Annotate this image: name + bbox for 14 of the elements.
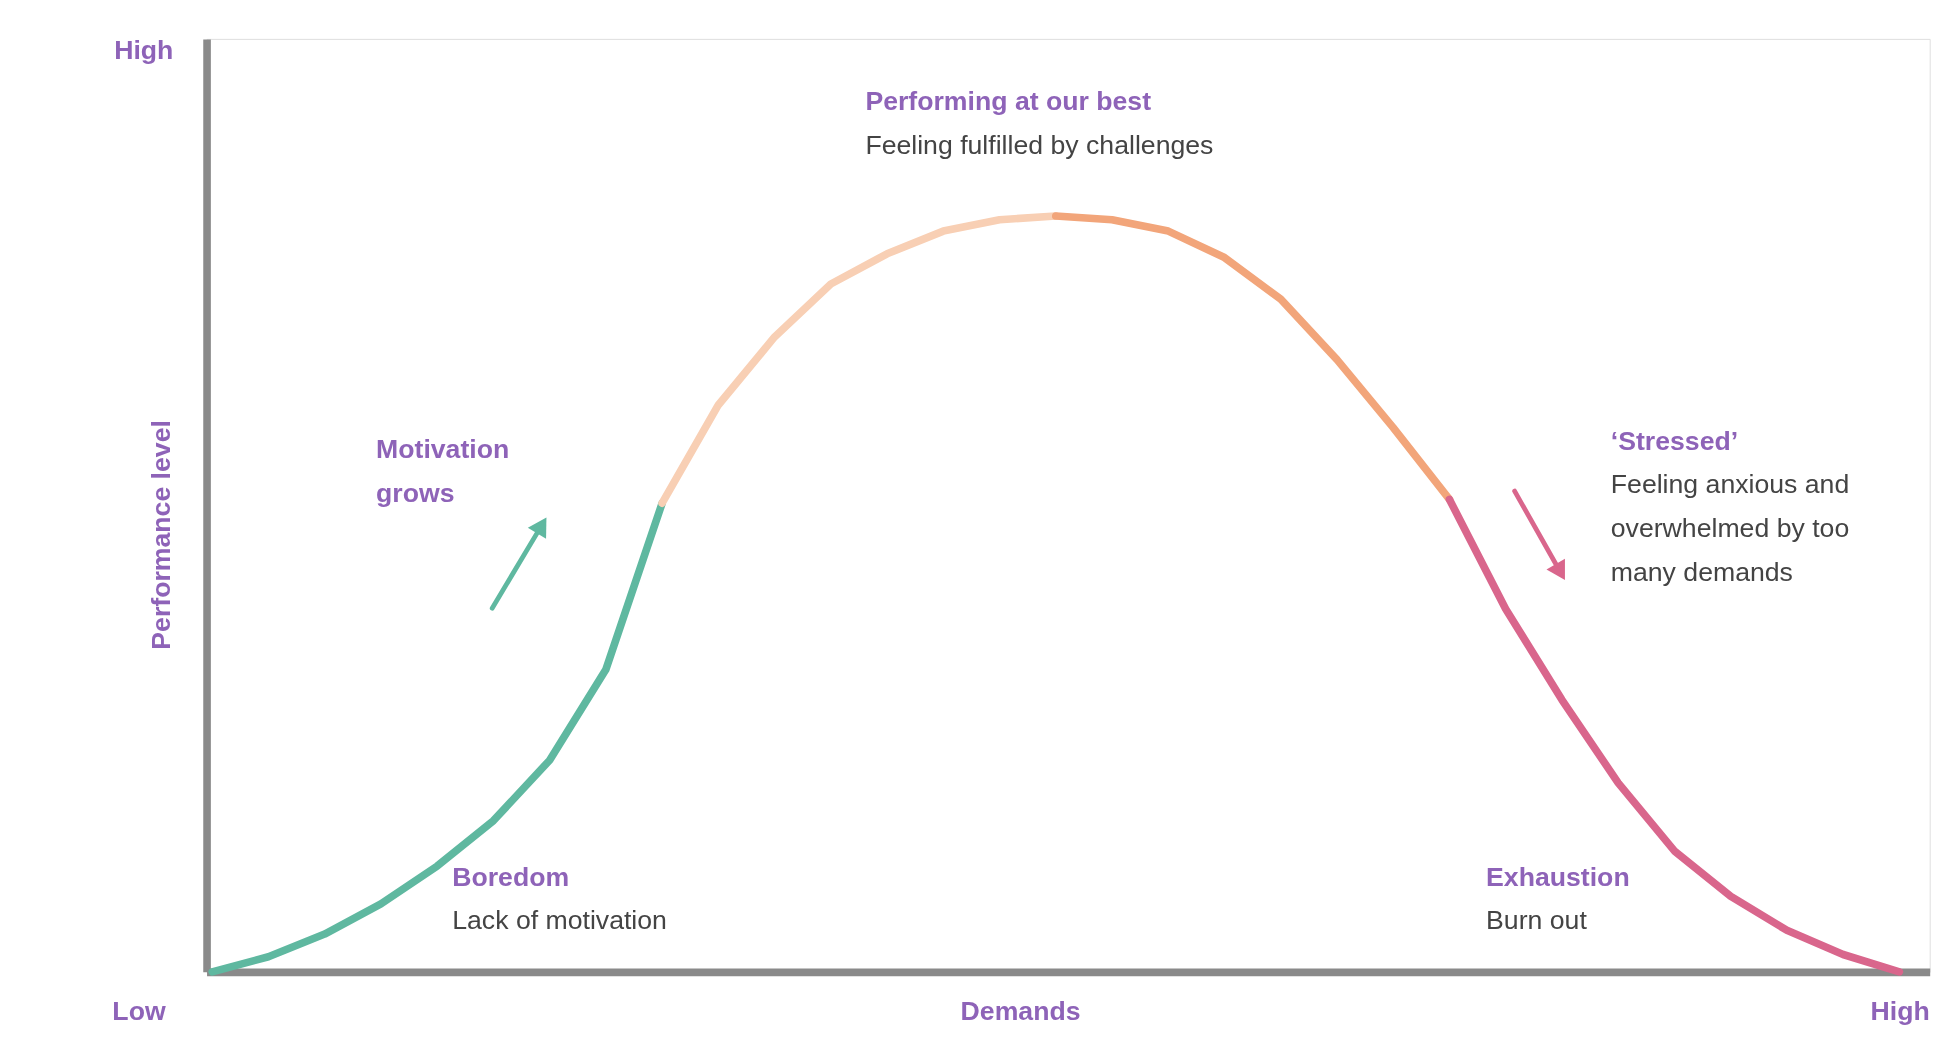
text: High [114,34,174,65]
y-axis-title: Performance level [146,420,177,650]
annotation: Lack of motivation [452,905,667,936]
text: Low [112,996,166,1027]
annotation: Burn out [1486,905,1588,936]
annotation: Feeling anxious and overwhelmed by too many demands [1610,469,1850,587]
annotation: Motivation grows [376,433,510,508]
text: Performing at our best [865,86,1152,117]
x-axis-title: Demands [960,996,1081,1027]
annotation: ‘Stressed’ [1610,426,1739,457]
text: High [1870,996,1930,1027]
annotation: Exhaustion [1486,862,1630,893]
annotation: Boredom [452,862,570,893]
text: Feeling fulfilled by challenges [865,130,1214,161]
